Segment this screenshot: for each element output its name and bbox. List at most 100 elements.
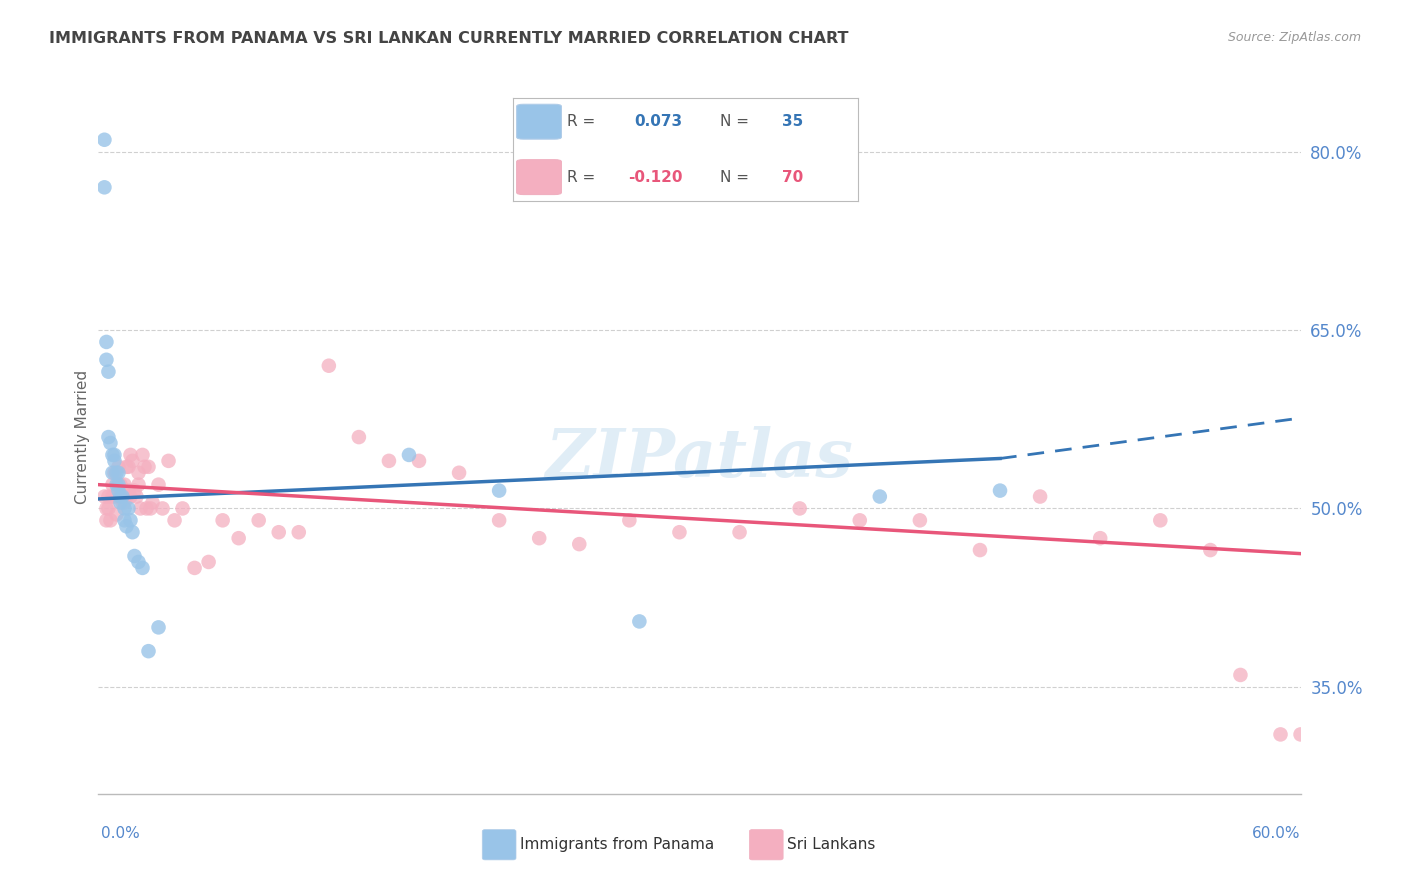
Point (103, 454, 125, 468)
Point (115, 459, 138, 474)
Point (529, 531, 551, 545)
Point (93, 490, 115, 504)
Text: 60.0%: 60.0% (1253, 827, 1301, 841)
Point (148, 620, 170, 634)
Point (131, 561, 153, 575)
Point (101, 448, 124, 462)
Point (628, 615, 651, 629)
Point (101, 466, 124, 480)
Point (110, 477, 132, 491)
Point (107, 483, 129, 498)
Point (668, 525, 690, 540)
Point (101, 477, 124, 491)
Point (211, 513, 233, 527)
Y-axis label: Currently Married: Currently Married (75, 370, 90, 504)
Point (105, 508, 128, 522)
Point (789, 501, 811, 516)
Point (107, 477, 129, 491)
Point (117, 483, 139, 498)
Point (138, 459, 160, 474)
Point (114, 477, 136, 491)
Point (96, 352, 118, 367)
Point (988, 483, 1011, 498)
Point (1270, 727, 1292, 741)
Text: 0.073: 0.073 (634, 114, 682, 129)
Point (111, 490, 134, 504)
Point (183, 561, 205, 575)
Point (96, 501, 118, 516)
Text: ZIPatlas: ZIPatlas (546, 426, 853, 491)
Point (488, 483, 510, 498)
Point (121, 454, 143, 468)
Point (103, 490, 125, 504)
Point (288, 525, 311, 540)
Point (1229, 668, 1251, 682)
Point (124, 549, 146, 563)
Point (908, 513, 931, 527)
Point (128, 477, 150, 491)
Point (114, 495, 136, 509)
Point (101, 490, 124, 504)
Point (124, 483, 146, 498)
Point (447, 466, 470, 480)
Point (969, 543, 991, 558)
Point (110, 495, 132, 509)
Point (138, 644, 160, 658)
Point (1289, 727, 1312, 741)
Point (134, 459, 156, 474)
Point (96, 334, 118, 349)
Point (131, 448, 153, 462)
Point (111, 490, 134, 504)
Point (97, 490, 120, 504)
Point (728, 525, 751, 540)
Point (488, 513, 510, 527)
Text: -0.120: -0.120 (628, 169, 683, 185)
Point (110, 490, 132, 504)
Point (157, 454, 180, 468)
Text: 70: 70 (782, 169, 803, 185)
Point (107, 490, 129, 504)
Text: R =: R = (567, 114, 600, 129)
Point (100, 513, 122, 527)
Point (103, 466, 125, 480)
Text: R =: R = (567, 169, 600, 185)
Point (105, 477, 128, 491)
Text: N =: N = (720, 114, 754, 129)
Text: Sri Lankans: Sri Lankans (787, 838, 876, 852)
Point (120, 490, 142, 504)
Text: Immigrants from Panama: Immigrants from Panama (520, 838, 714, 852)
Point (318, 359, 340, 373)
Point (120, 513, 142, 527)
Point (1149, 513, 1171, 527)
Point (97, 501, 120, 516)
Point (125, 490, 148, 504)
Point (114, 501, 136, 516)
Point (114, 513, 136, 527)
Point (100, 436, 122, 450)
Point (141, 495, 163, 509)
FancyBboxPatch shape (516, 104, 561, 139)
Point (135, 501, 157, 516)
Text: 35: 35 (782, 114, 803, 129)
Point (172, 501, 194, 516)
Point (1029, 490, 1052, 504)
Point (1199, 543, 1222, 558)
Point (107, 466, 129, 480)
Point (152, 501, 174, 516)
Point (107, 459, 129, 474)
Point (148, 477, 170, 491)
Point (115, 490, 138, 504)
Point (117, 459, 139, 474)
Point (105, 466, 128, 480)
Point (378, 454, 401, 468)
Point (408, 454, 430, 468)
Point (197, 555, 219, 569)
Point (619, 513, 641, 527)
Text: IMMIGRANTS FROM PANAMA VS SRI LANKAN CURRENTLY MARRIED CORRELATION CHART: IMMIGRANTS FROM PANAMA VS SRI LANKAN CUR… (49, 31, 849, 46)
Point (267, 525, 290, 540)
Point (97, 365, 120, 379)
Point (96, 513, 118, 527)
Point (869, 490, 891, 504)
Point (117, 501, 139, 516)
Point (93, 180, 115, 194)
